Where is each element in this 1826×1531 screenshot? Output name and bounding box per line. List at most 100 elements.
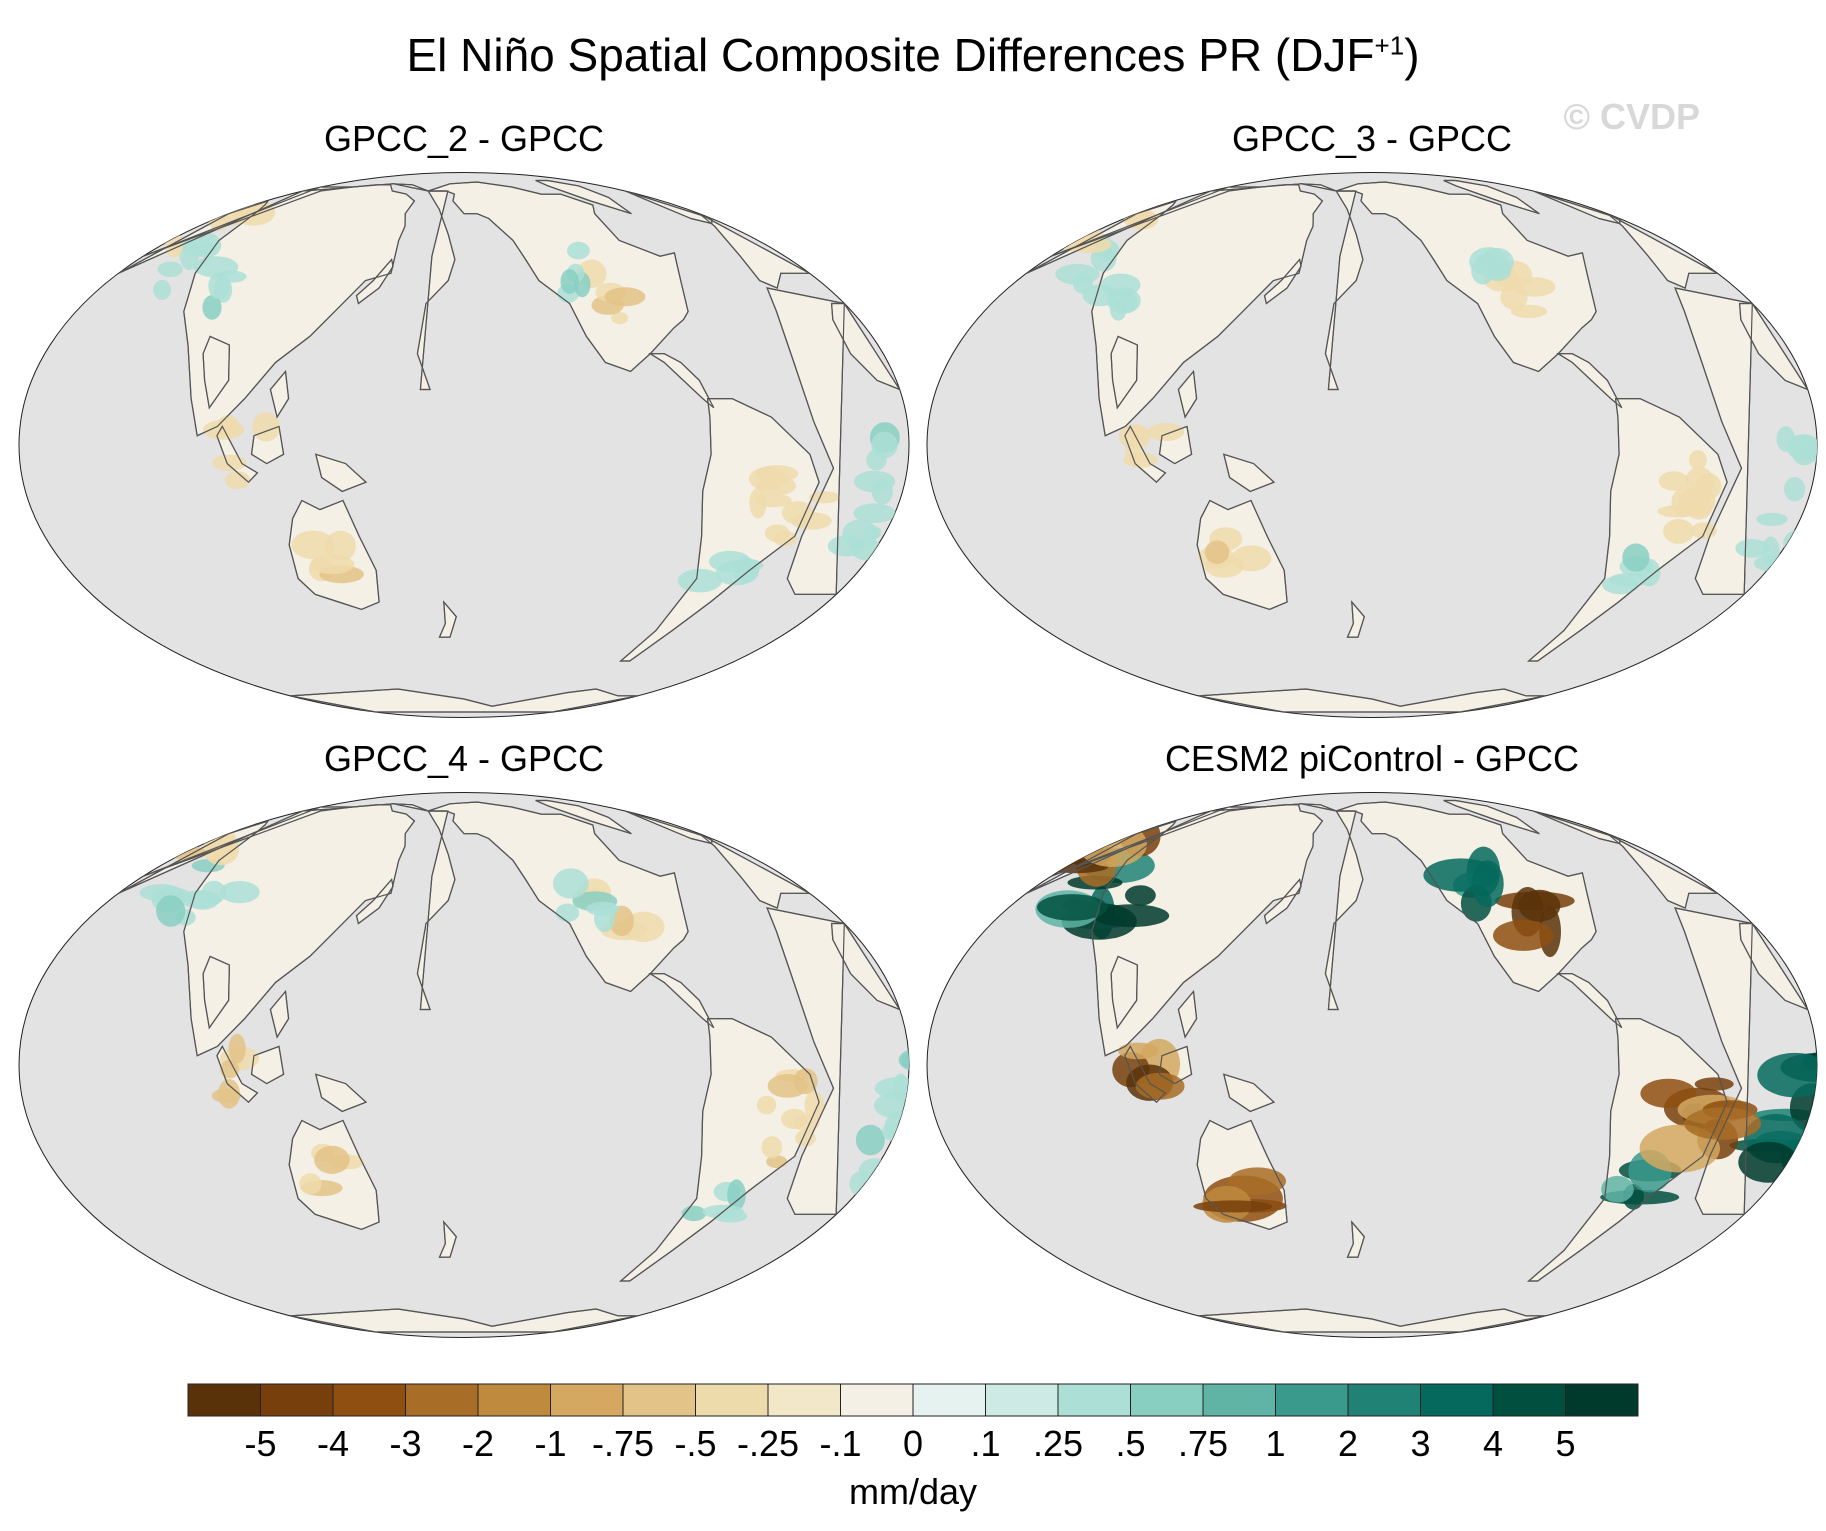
colorbar-box (187, 1383, 261, 1417)
anomaly-cell (853, 503, 896, 523)
coastline (250, 1045, 285, 1085)
cvdp-watermark: © CVDP (1563, 96, 1700, 137)
anomaly-cell (560, 269, 579, 294)
coastline (314, 453, 368, 493)
anomaly-cell (156, 895, 186, 927)
coastline (1198, 1308, 1546, 1333)
coastline (1196, 1119, 1288, 1231)
anomaly-cell (217, 270, 247, 283)
anomaly-cell (1471, 860, 1504, 908)
figure-title: El Niño Spatial Composite Differences PR… (0, 28, 1826, 82)
anomaly-cell (864, 525, 882, 540)
coastline (1177, 989, 1198, 1039)
anomaly-cell (1493, 919, 1554, 951)
colorbar-tick-label: -.75 (592, 1423, 654, 1464)
coastline (250, 425, 285, 465)
anomaly-cell (1037, 894, 1108, 921)
anomaly-cell (211, 454, 247, 471)
coastline (1158, 1045, 1193, 1085)
coastline (314, 1073, 368, 1113)
colorbar-tick-label: .25 (1033, 1423, 1083, 1464)
anomaly-cell (756, 1095, 777, 1115)
coastline (1527, 398, 1728, 662)
colorbar-units: mm/day (849, 1471, 977, 1512)
coastline (428, 181, 689, 373)
coastline (1158, 425, 1193, 465)
anomaly-cell (291, 530, 335, 560)
anomaly-cell (555, 903, 580, 922)
anomaly-cell (1135, 1072, 1185, 1100)
coastline (1222, 1073, 1276, 1113)
anomaly-cell (1757, 1052, 1817, 1098)
anomaly-cell (1518, 889, 1561, 922)
anomaly-cell (1801, 439, 1817, 463)
coastline (1124, 1045, 1167, 1104)
anomaly-cell (727, 1179, 746, 1211)
anomaly-cell (1513, 277, 1556, 297)
coastline (1110, 955, 1139, 1030)
anomaly-cell (1784, 476, 1806, 502)
anomaly-cell (1684, 1107, 1762, 1140)
panel-title-2: GPCC_3 - GPCC (1231, 118, 1513, 159)
anomaly-cell (1689, 450, 1707, 470)
coastline (438, 600, 457, 638)
colorbar-tick-label: 1 (1265, 1423, 1285, 1464)
figure-title-text: El Niño Spatial Composite Differences PR… (406, 29, 1375, 81)
coastline (290, 1308, 638, 1333)
colorbar-tick-label: -1 (534, 1423, 566, 1464)
coastline (1263, 878, 1302, 925)
anomaly-cell (1093, 904, 1170, 928)
anomaly-cell (310, 554, 355, 575)
anomaly-cell (756, 475, 797, 496)
coastline (1556, 973, 1623, 1029)
coastline (269, 369, 290, 419)
map-panel-4 (926, 792, 1818, 1338)
colorbar-tick-label: 5 (1555, 1423, 1575, 1464)
anomaly-cell (219, 881, 260, 904)
colorbar-box (840, 1383, 914, 1417)
anomaly-cell (715, 560, 757, 586)
coastline (1198, 688, 1546, 713)
coastline (1346, 600, 1365, 638)
coastline (428, 801, 689, 993)
panel-4: CESM2 piControl - GPCC (922, 738, 1822, 1358)
panel-title-4: CESM2 piControl - GPCC (1164, 738, 1580, 779)
anomaly-cell (1204, 540, 1230, 564)
anomaly-cell (299, 1173, 322, 1195)
coastline (1346, 1220, 1365, 1258)
coastline (355, 258, 394, 305)
colorbar-box (912, 1383, 986, 1417)
panel-3: GPCC_4 - GPCC (14, 738, 914, 1358)
colorbar-tick-label: -5 (244, 1423, 276, 1464)
anomaly-cell (202, 295, 222, 320)
coastline (1606, 213, 1718, 289)
anomaly-cell (1622, 543, 1650, 572)
anomaly-cell (677, 568, 723, 593)
map-land-layer (1026, 179, 1817, 713)
anomaly-cell (314, 1145, 350, 1174)
panel-title-1: GPCC_2 - GPCC (323, 118, 605, 159)
anomaly-cell (220, 1059, 240, 1079)
anomaly-cell (1658, 471, 1689, 491)
figure-title-close: ) (1404, 29, 1420, 81)
colorbar-tick-label: -2 (462, 1423, 494, 1464)
coastline (648, 353, 715, 409)
coastline (625, 810, 713, 845)
colorbar: -5 -4 -3 -2 -1 -.75 -.5 -.25 -.1 0 .1 .25 .5 .75 1 2 3 4 5… (187, 1383, 1639, 1512)
coastline (1110, 335, 1139, 410)
anomaly-cell (609, 905, 634, 937)
anomaly-cell (1072, 272, 1093, 294)
colorbar-box (985, 1383, 1059, 1417)
coastline (1177, 369, 1198, 419)
anomaly-cell (871, 431, 898, 459)
anomaly-cell (252, 412, 280, 442)
map-panel-1 (18, 172, 910, 718)
anomaly-cell (1756, 512, 1788, 526)
coastline (142, 803, 456, 1011)
colorbar-tick-label: -.5 (674, 1423, 716, 1464)
colorbar-tick-label: .5 (1115, 1423, 1145, 1464)
colorbar-box (1130, 1383, 1204, 1417)
anomaly-cell (1471, 257, 1495, 285)
coastline (535, 799, 632, 835)
coastline (269, 989, 290, 1039)
